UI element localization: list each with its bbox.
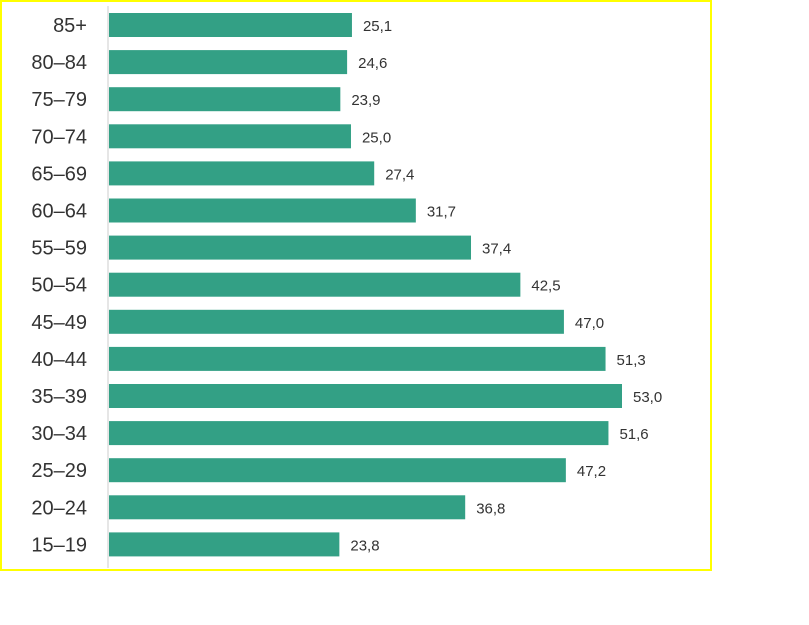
category-label: 60–64 — [31, 201, 87, 223]
bar — [109, 235, 472, 260]
category-label: 40–44 — [31, 349, 87, 371]
value-label: 23,9 — [351, 92, 380, 109]
category-label: 50–54 — [31, 275, 87, 297]
bar — [109, 458, 566, 483]
category-label: 45–49 — [31, 312, 87, 334]
category-label: 15–19 — [31, 534, 87, 556]
value-label: 42,5 — [531, 278, 560, 295]
value-label: 25,0 — [362, 129, 391, 146]
bar — [109, 346, 606, 371]
category-label: 20–24 — [31, 497, 87, 519]
value-label: 51,6 — [619, 426, 648, 443]
category-label: 25–29 — [31, 460, 87, 482]
bar — [109, 309, 564, 334]
category-label: 35–39 — [31, 386, 87, 408]
chart-frame: 85+ 25,1 80–84 24,6 75–79 23,9 70–74 25,0 65–69 2… — [0, 0, 712, 571]
value-label: 37,4 — [482, 241, 511, 258]
bar — [109, 87, 341, 112]
bar — [109, 161, 375, 186]
category-label: 75–79 — [31, 89, 87, 111]
bar — [109, 532, 340, 557]
value-label: 51,3 — [617, 352, 646, 369]
value-label: 47,0 — [575, 315, 604, 332]
value-label: 24,6 — [358, 55, 387, 72]
value-label: 23,8 — [350, 537, 379, 554]
category-label: 65–69 — [31, 163, 87, 185]
bar — [109, 421, 609, 446]
value-label: 25,1 — [363, 18, 392, 35]
category-label: 70–74 — [31, 126, 87, 148]
value-label: 53,0 — [633, 389, 662, 406]
category-label: 80–84 — [31, 52, 87, 74]
value-label: 27,4 — [385, 166, 414, 183]
value-label: 31,7 — [427, 204, 456, 221]
bar-chart: 85+ 25,1 80–84 24,6 75–79 23,9 70–74 25,0 65–69 2… — [31, 6, 662, 568]
category-label: 55–59 — [31, 238, 87, 260]
bar — [109, 198, 416, 223]
bar — [109, 495, 466, 520]
bar — [109, 272, 521, 297]
bar — [109, 50, 348, 75]
value-label: 47,2 — [577, 463, 606, 480]
category-label: 30–34 — [31, 423, 87, 445]
bars-layer: 85+ 25,1 80–84 24,6 75–79 23,9 70–74 25,0 65–69 2… — [31, 13, 662, 557]
bar — [109, 13, 352, 37]
category-label: 85+ — [53, 15, 87, 37]
bar — [109, 384, 622, 408]
bar — [109, 124, 351, 149]
value-label: 36,8 — [476, 500, 505, 517]
